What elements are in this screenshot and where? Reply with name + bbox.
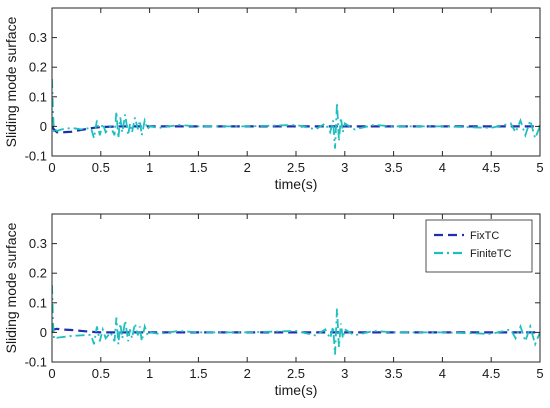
x-tick-label: 4.5 xyxy=(482,160,500,175)
y-tick-label: 0.1 xyxy=(29,89,47,104)
x-tick-label: 0.5 xyxy=(92,160,110,175)
x-tick-label: 2 xyxy=(244,366,251,381)
x-axis-label: time(s) xyxy=(275,382,318,398)
y-tick-label: 0 xyxy=(40,119,47,134)
series-line-fixtc xyxy=(52,327,540,334)
x-tick-label: 2.5 xyxy=(287,160,305,175)
y-tick-label: 0.3 xyxy=(29,236,47,251)
subplot-2: 0 0.5 1 1.5 2 2.5 3 3.5 4 4.5 5-0.100.10.20.3time(… xyxy=(3,213,544,398)
x-tick-label: 4.5 xyxy=(482,366,500,381)
x-tick-label: 1 xyxy=(146,366,153,381)
x-tick-label: 3 xyxy=(341,160,348,175)
series-line-finitetc xyxy=(52,285,540,355)
x-tick-label: 1 xyxy=(146,160,153,175)
y-axis-label: Sliding mode surface xyxy=(3,222,19,353)
y-tick-label: 0.3 xyxy=(29,30,47,45)
x-tick-label: 0 xyxy=(48,366,55,381)
legend-label-fixtc: FixTC xyxy=(470,230,499,242)
y-tick-label: -0.1 xyxy=(25,149,47,164)
x-tick-label: 3.5 xyxy=(385,366,403,381)
x-tick-label: 2.5 xyxy=(287,366,305,381)
y-tick-label: 0 xyxy=(40,325,47,340)
x-tick-label: 1.5 xyxy=(189,366,207,381)
x-tick-label: 4 xyxy=(439,160,446,175)
plot-area xyxy=(52,8,540,156)
y-tick-label: 0.2 xyxy=(29,266,47,281)
x-tick-label: 5 xyxy=(536,366,543,381)
x-tick-label: 0.5 xyxy=(92,366,110,381)
x-tick-label: 2 xyxy=(244,160,251,175)
y-tick-label: -0.1 xyxy=(25,355,47,370)
x-tick-label: 1.5 xyxy=(189,160,207,175)
subplot-1: 0 0.5 1 1.5 2 2.5 3 3.5 4 4.5 5-0.100.10.20.3time(… xyxy=(3,7,544,192)
x-tick-label: 5 xyxy=(536,160,543,175)
x-tick-label: 4 xyxy=(439,366,446,381)
x-axis-label: time(s) xyxy=(275,176,318,192)
y-tick-label: 0.1 xyxy=(29,295,47,310)
series-line-2 xyxy=(52,79,540,149)
legend: FixTC FiniteTC xyxy=(425,219,533,273)
x-tick-label: 3 xyxy=(341,366,348,381)
legend-box xyxy=(425,219,533,273)
x-tick-label: 3.5 xyxy=(385,160,403,175)
y-axis-label: Sliding mode surface xyxy=(3,16,19,147)
legend-label-finitetc: FiniteTC xyxy=(470,248,512,260)
x-tick-label: 0 xyxy=(48,160,55,175)
y-tick-label: 0.2 xyxy=(29,60,47,75)
